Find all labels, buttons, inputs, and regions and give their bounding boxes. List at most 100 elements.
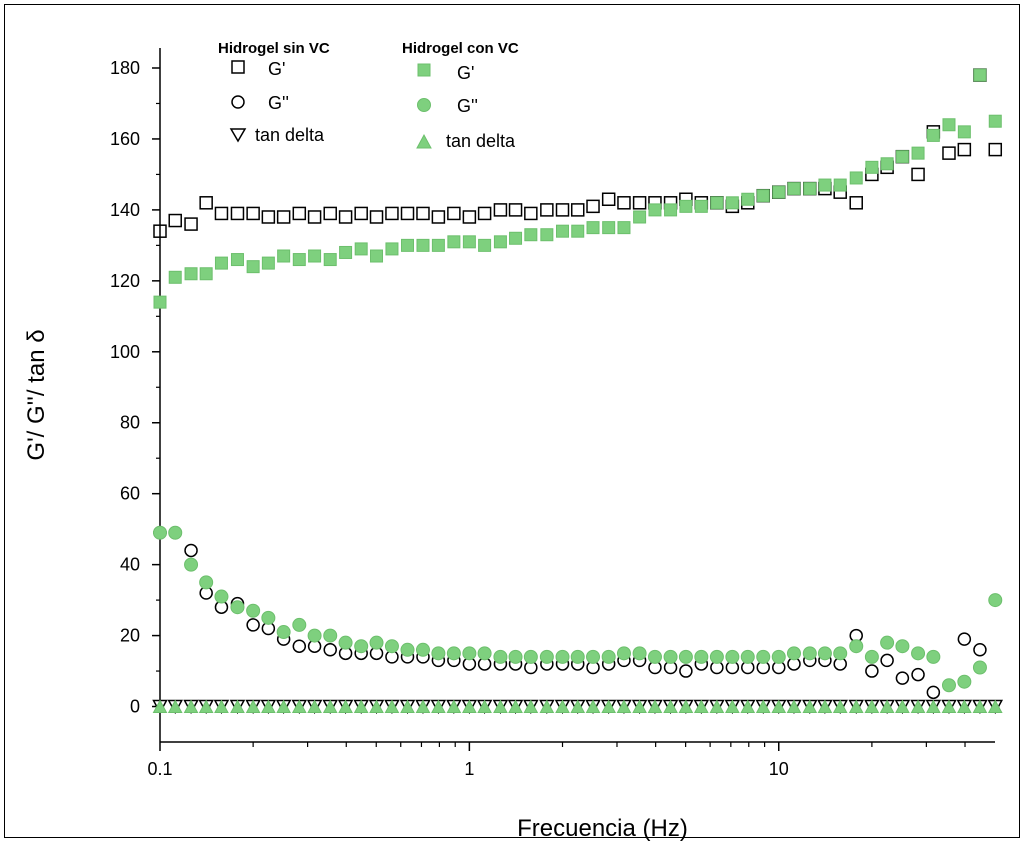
data-point-circle: [647, 649, 662, 664]
data-point-triangle-up: [167, 699, 183, 714]
data-point-circle: [616, 646, 631, 661]
data-point-square: [756, 189, 770, 203]
data-point-square: [292, 253, 306, 267]
data-point-square: [184, 217, 198, 231]
data-point-circle: [246, 603, 261, 618]
data-point-circle: [184, 543, 198, 558]
data-point-circle: [973, 643, 987, 657]
y-tick-label: 160: [110, 129, 140, 149]
data-point-triangle-up: [632, 699, 647, 714]
data-point-square: [632, 196, 647, 210]
data-point-square: [725, 196, 739, 210]
data-point-circle: [493, 649, 508, 664]
data-point-square: [988, 142, 1003, 157]
data-point-square: [973, 68, 987, 82]
y-tick-label: 180: [110, 58, 140, 78]
data-point-circle: [415, 642, 430, 657]
data-point-triangle-up: [338, 699, 353, 714]
data-point-triangle-up: [786, 699, 802, 714]
data-point-square: [926, 128, 940, 142]
data-point-square: [184, 267, 198, 281]
data-point-circle: [338, 635, 353, 650]
data-point-square: [679, 199, 693, 213]
data-point-circle: [663, 649, 678, 664]
data-point-circle: [895, 671, 910, 685]
data-point-triangle-up: [570, 699, 586, 714]
legend-marker-triangle-up-filled: [416, 133, 432, 149]
data-point-triangle-up: [663, 699, 678, 714]
data-point-triangle-up: [848, 699, 864, 714]
data-point-triangle-up: [926, 699, 941, 714]
data-point-square: [323, 253, 337, 267]
legend-marker-square-filled: [417, 63, 431, 77]
data-point-square: [664, 203, 678, 217]
data-point-square: [865, 160, 879, 174]
data-point-circle: [570, 649, 585, 664]
data-point-square: [942, 118, 956, 132]
data-point-circle: [246, 618, 260, 632]
data-point-triangle-up: [693, 699, 709, 714]
data-point-circle: [833, 646, 848, 661]
data-point-square: [400, 206, 415, 221]
data-point-square: [308, 249, 322, 263]
data-point-triangle-up: [477, 699, 492, 714]
data-point-square: [168, 270, 182, 284]
data-point-circle: [926, 649, 941, 664]
data-point-square: [849, 171, 863, 185]
data-point-square: [323, 206, 337, 221]
data-point-circle: [864, 649, 879, 664]
data-point-square: [214, 256, 228, 270]
data-point-square: [416, 206, 430, 221]
data-point-triangle-up: [431, 699, 446, 714]
data-point-circle: [756, 649, 771, 664]
legend-entry-con-vc-tan-delta: tan delta: [416, 131, 516, 151]
legend-label: tan delta: [255, 125, 325, 145]
legend-marker-circle-open: [231, 95, 245, 109]
data-point-square: [911, 167, 925, 182]
data-point-circle: [168, 525, 183, 540]
y-axis-title: G'/ G''/ tan δ: [23, 329, 50, 460]
data-point-square: [957, 142, 972, 157]
data-point-square: [261, 256, 275, 270]
data-point-square: [462, 210, 477, 224]
data-point-triangle-up: [183, 699, 199, 714]
data-point-square: [307, 210, 322, 224]
data-point-circle: [880, 635, 895, 650]
data-point-square: [818, 178, 832, 192]
data-point-triangle-up: [957, 699, 972, 714]
legend-entry-con-vc-g-double-prime: G'': [417, 96, 478, 116]
legend-label: G'': [457, 96, 478, 116]
data-point-triangle-up: [678, 699, 694, 714]
data-point-square: [648, 203, 662, 217]
chart-frame: [4, 4, 1020, 838]
data-point-triangle-up: [601, 699, 617, 714]
data-point-triangle-up: [555, 699, 570, 714]
data-point-triangle-up: [709, 699, 725, 714]
data-point-square: [431, 210, 446, 224]
x-axis-title: Frecuencia (Hz): [517, 815, 688, 842]
data-point-triangle-up: [462, 699, 477, 714]
data-point-circle: [230, 600, 245, 615]
legend-group-title-con-vc: Hidrogel con VC: [402, 40, 519, 57]
data-point-square: [431, 238, 445, 252]
data-point-triangle-up: [415, 699, 431, 714]
data-point-square: [895, 150, 909, 164]
data-point-circle: [214, 589, 229, 604]
data-point-triangle-up: [802, 699, 818, 714]
y-tick-label: 80: [120, 413, 140, 433]
data-point-square: [555, 203, 570, 217]
data-point-triangle-up: [245, 699, 261, 714]
data-point-circle: [369, 635, 384, 650]
data-point-circle: [199, 575, 214, 590]
data-point-square: [493, 203, 508, 217]
data-point-square: [214, 206, 229, 221]
data-point-circle: [462, 646, 477, 661]
legend-marker-triangle-down-open: [229, 128, 247, 143]
data-point-square: [617, 221, 631, 235]
data-point-square: [911, 146, 925, 160]
data-point-triangle-up: [230, 699, 245, 714]
data-point-square: [477, 206, 492, 221]
data-point-circle: [601, 649, 616, 664]
data-point-square: [524, 228, 538, 242]
data-point-square: [153, 224, 167, 238]
